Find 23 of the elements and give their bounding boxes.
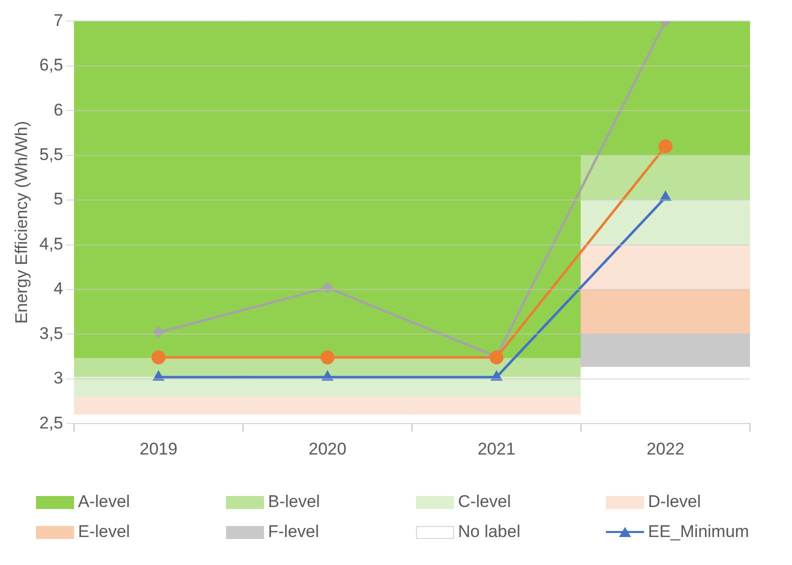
legend-label: C-level (458, 492, 511, 512)
y-tick-label: 5,5 (39, 145, 64, 164)
legend-label: A-level (78, 492, 130, 512)
legend-label: B-level (268, 492, 320, 512)
x-tick-label: 2021 (478, 439, 516, 458)
legend-label: No label (458, 522, 520, 542)
legend-label: EE_Minimum (648, 522, 750, 542)
y-tick-label: 3,5 (39, 324, 64, 343)
legend-label: D-level (648, 492, 701, 512)
y-tick-label: 6,5 (39, 56, 64, 75)
x-tick-label: 2022 (646, 439, 684, 458)
legend-label: E-level (78, 522, 130, 542)
y-tick-label: 7 (54, 10, 64, 30)
y-tick-label: 4 (54, 279, 64, 298)
y-tick-label: 5 (54, 190, 64, 209)
x-tick-label: 2019 (140, 439, 178, 458)
y-tick-label: 6 (54, 100, 64, 120)
y-tick-label: 2,5 (39, 413, 64, 432)
y-axis-title: Energy Efficiency (Wh/Wh) (12, 121, 31, 324)
legend-label: F-level (268, 522, 320, 542)
x-tick-label: 2020 (308, 439, 346, 458)
y-tick-label: 3 (54, 368, 64, 388)
y-tick-label: 4,5 (39, 234, 64, 254)
